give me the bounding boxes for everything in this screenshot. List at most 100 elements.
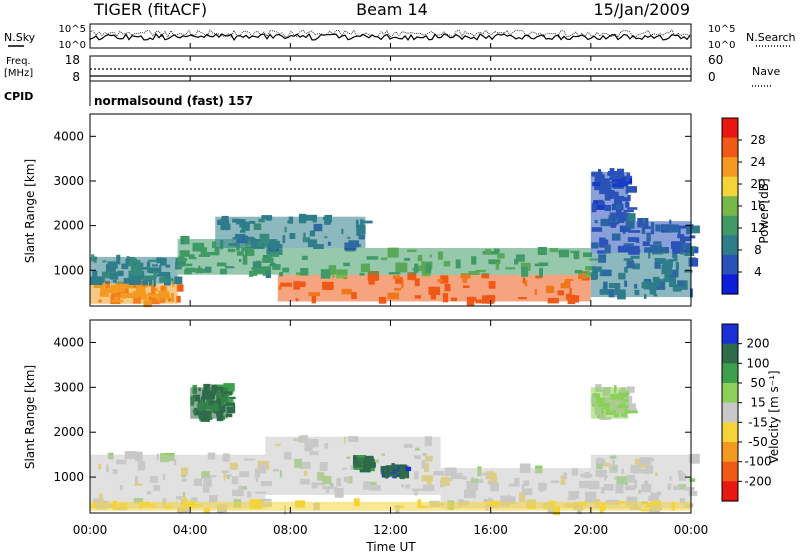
- x-axis-label: Time UT: [365, 540, 416, 554]
- colorbar-swatch: [722, 363, 738, 384]
- cpid-panel: CPID normalsound (fast) 157: [4, 81, 253, 108]
- heatmap-region: [590, 172, 629, 222]
- colorbar-tick-label: -200: [744, 474, 771, 488]
- heatmap-region: [90, 256, 178, 284]
- y-tick-label: 2000: [53, 219, 84, 233]
- y-tick-label: 3000: [53, 380, 84, 394]
- colorbar-swatch: [722, 481, 738, 502]
- heatmap-cell: [225, 396, 236, 399]
- x-tick-label: 16:00: [473, 523, 508, 537]
- colorbar-swatch: [722, 157, 738, 178]
- heatmap-cell: [363, 458, 375, 463]
- heatmap-cell: [400, 466, 412, 472]
- heatmap-cell: [399, 470, 405, 480]
- colorbar-swatch: [722, 343, 738, 364]
- heatmap-cell: [176, 284, 184, 292]
- power-panel: 1000 2000 3000 4000 Slant Range [km] 4 8 12 16…: [23, 113, 771, 308]
- heatmap-region: [277, 248, 591, 275]
- heatmap-cell: [625, 213, 636, 222]
- freq-panel: Freq. [MHz] 18 8 60 0 Nave: [4, 53, 780, 87]
- heatmap-cell: [399, 467, 406, 474]
- noise-left-tick-top: 10^5: [59, 24, 86, 35]
- heatmap-cell: [627, 207, 638, 210]
- colorbar-tick-label: -100: [744, 455, 771, 469]
- colorbar-swatch: [722, 235, 738, 256]
- heatmap-region: [90, 283, 178, 304]
- heatmap-cell: [690, 225, 700, 234]
- date-title: 15/Jan/2009: [593, 0, 690, 19]
- x-tick-label: 00:00: [674, 523, 709, 537]
- heatmap-cell: [688, 478, 696, 482]
- heatmap-region: [352, 456, 366, 469]
- freq-label: Freq.: [6, 56, 31, 67]
- colorbar-swatch: [722, 442, 738, 463]
- freq-unit: [MHz]: [4, 68, 33, 79]
- heatmap-cell: [627, 386, 635, 393]
- x-axis: 00:00 04:00 08:00 12:00 16:00 20:00 00:00: [73, 43, 709, 537]
- colorbar-tick-label: 4: [754, 265, 762, 279]
- heatmap-cell: [626, 172, 631, 180]
- cpid-label: CPID: [4, 90, 33, 103]
- y-tick-label: 1000: [53, 263, 84, 277]
- colorbar-swatch: [722, 383, 738, 404]
- colorbar-swatch: [722, 422, 738, 443]
- colorbar-tick-label: 28: [750, 133, 765, 147]
- heatmap-cell: [226, 404, 236, 414]
- heatmap-cell: [174, 276, 183, 285]
- heatmap-region: [190, 387, 228, 419]
- noise-search-series: [89, 29, 691, 38]
- colorbar-tick-label: 50: [750, 376, 765, 390]
- colorbar-tick-label: 24: [750, 155, 765, 169]
- heatmap-cell: [361, 220, 373, 224]
- y-tick-label: 1000: [53, 470, 84, 484]
- colorbar-tick-label: 20: [750, 177, 765, 191]
- heatmap-cell: [688, 490, 698, 496]
- x-tick-label: 00:00: [73, 523, 108, 537]
- noise-panel: N.Sky 10^5 10^0 10^5 10^0 N.Search: [4, 23, 796, 51]
- colorbar-tick-label: 16: [750, 199, 765, 213]
- heatmap-region: [90, 501, 691, 511]
- heatmap-region: [590, 454, 691, 509]
- noise-right-tick-bottom: 10^0: [708, 40, 735, 51]
- colorbar-tick-label: -15: [748, 415, 768, 429]
- heatmap-region: [590, 221, 691, 253]
- heatmap-region: [590, 252, 691, 298]
- heatmap-region: [590, 387, 629, 419]
- heatmap-cell: [225, 413, 233, 418]
- power-colorbar-label: Power [dB]: [757, 178, 771, 243]
- heatmap-cell: [689, 235, 696, 239]
- power-heatmap: [90, 168, 700, 308]
- colorbar-swatch: [722, 461, 738, 482]
- heatmap-cell: [626, 410, 638, 414]
- x-tick-label: 20:00: [574, 523, 609, 537]
- colorbar-tick-label: 200: [747, 337, 770, 351]
- heatmap-cell: [688, 257, 699, 267]
- heatmap-cell: [259, 498, 272, 502]
- velocity-panel: 1000 2000 3000 4000 Slant Range [km] 200 100…: [23, 319, 781, 516]
- colorbar-swatch: [722, 118, 738, 139]
- heatmap-cell: [627, 406, 631, 414]
- power-y-axis-label: Slant Range [km]: [23, 159, 37, 263]
- nave-tick-bottom: 0: [708, 70, 716, 84]
- y-tick-label: 4000: [53, 129, 84, 143]
- velocity-colorbar: 200 100 50 15 -15 -50 -100 -200: [721, 323, 772, 502]
- heatmap-cell: [626, 186, 637, 193]
- colorbar-swatch: [722, 254, 738, 276]
- noise-search-label: N.Search: [746, 31, 796, 44]
- heatmap-cell: [628, 395, 633, 403]
- heatmap-cell: [626, 403, 636, 411]
- colorbar-tick-label: 15: [750, 396, 765, 410]
- heatmap-cell: [623, 209, 634, 213]
- heatmap-cell: [225, 402, 235, 406]
- station-title: TIGER (fitACF): [93, 0, 207, 19]
- freq-tick-top: 18: [65, 53, 80, 67]
- colorbar-tick-label: 8: [754, 243, 762, 257]
- noise-right-tick-top: 10^5: [708, 24, 735, 35]
- heatmap-cell: [689, 453, 700, 464]
- y-tick-label: 3000: [53, 174, 84, 188]
- colorbar-tick-label: 12: [750, 221, 765, 235]
- noise-sky-label: N.Sky: [4, 31, 36, 44]
- nave-label: Nave: [752, 65, 780, 78]
- velocity-y-axis-label: Slant Range [km]: [23, 365, 37, 469]
